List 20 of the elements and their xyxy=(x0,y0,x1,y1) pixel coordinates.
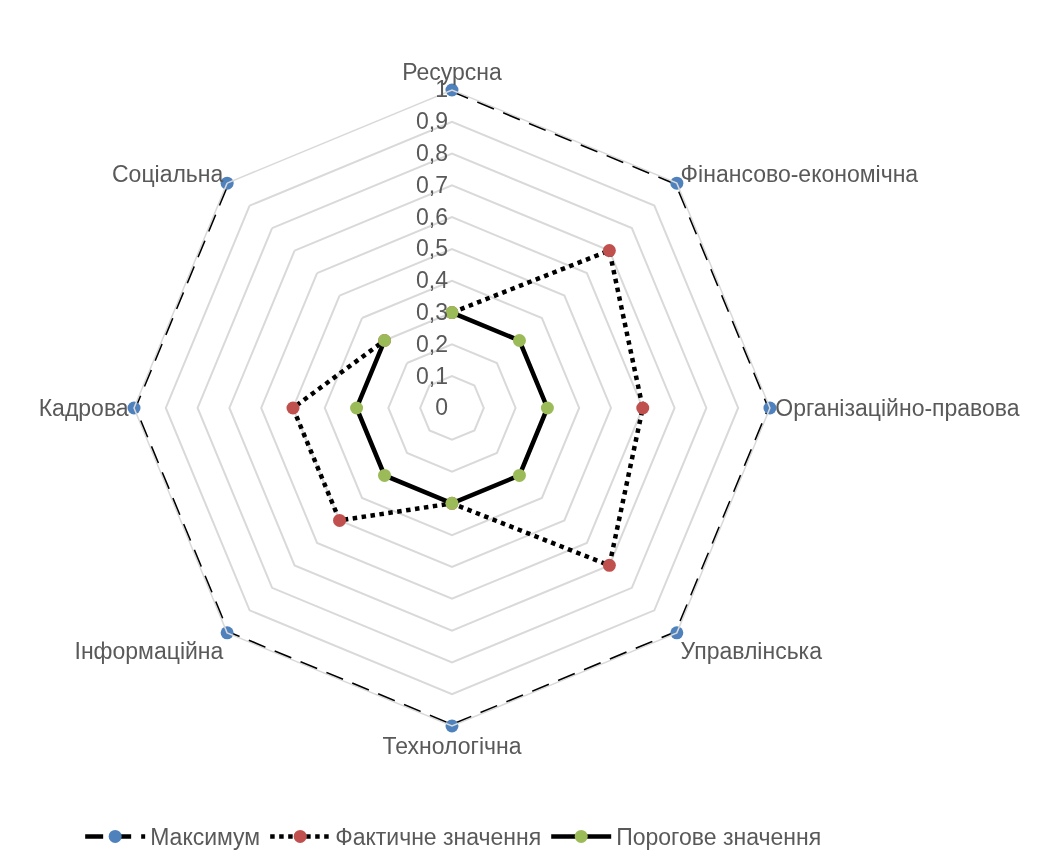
y-tick-label: 0,4 xyxy=(416,267,449,294)
legend-label: Максимум xyxy=(150,824,261,851)
y-tick-label: 0,9 xyxy=(416,108,449,135)
y-tick-label: 0,6 xyxy=(416,203,449,230)
spoke-label: Кадрова xyxy=(38,395,129,422)
legend-label: Порогове значення xyxy=(616,824,822,851)
spoke-label: Технологічна xyxy=(382,733,522,760)
y-tick-label: 0,3 xyxy=(416,299,449,326)
spoke-label: Інформаційна xyxy=(74,637,224,664)
y-tick-label: 0 xyxy=(435,394,449,421)
spoke-label: Управлінська xyxy=(680,637,823,664)
spoke-label: Фінансово-економічна xyxy=(680,160,919,187)
legend-label: Фактичне значення xyxy=(335,824,542,851)
y-tick-label: 0,8 xyxy=(416,140,449,167)
y-tick-label: 0,5 xyxy=(416,235,449,262)
spoke-label: Соціальна xyxy=(111,160,224,187)
y-tick-label: 0,1 xyxy=(416,362,449,389)
y-tick-label: 0,7 xyxy=(416,171,449,198)
spoke-label: Організаційно-правова xyxy=(775,395,1020,422)
y-tick-label: 0,2 xyxy=(416,330,449,357)
